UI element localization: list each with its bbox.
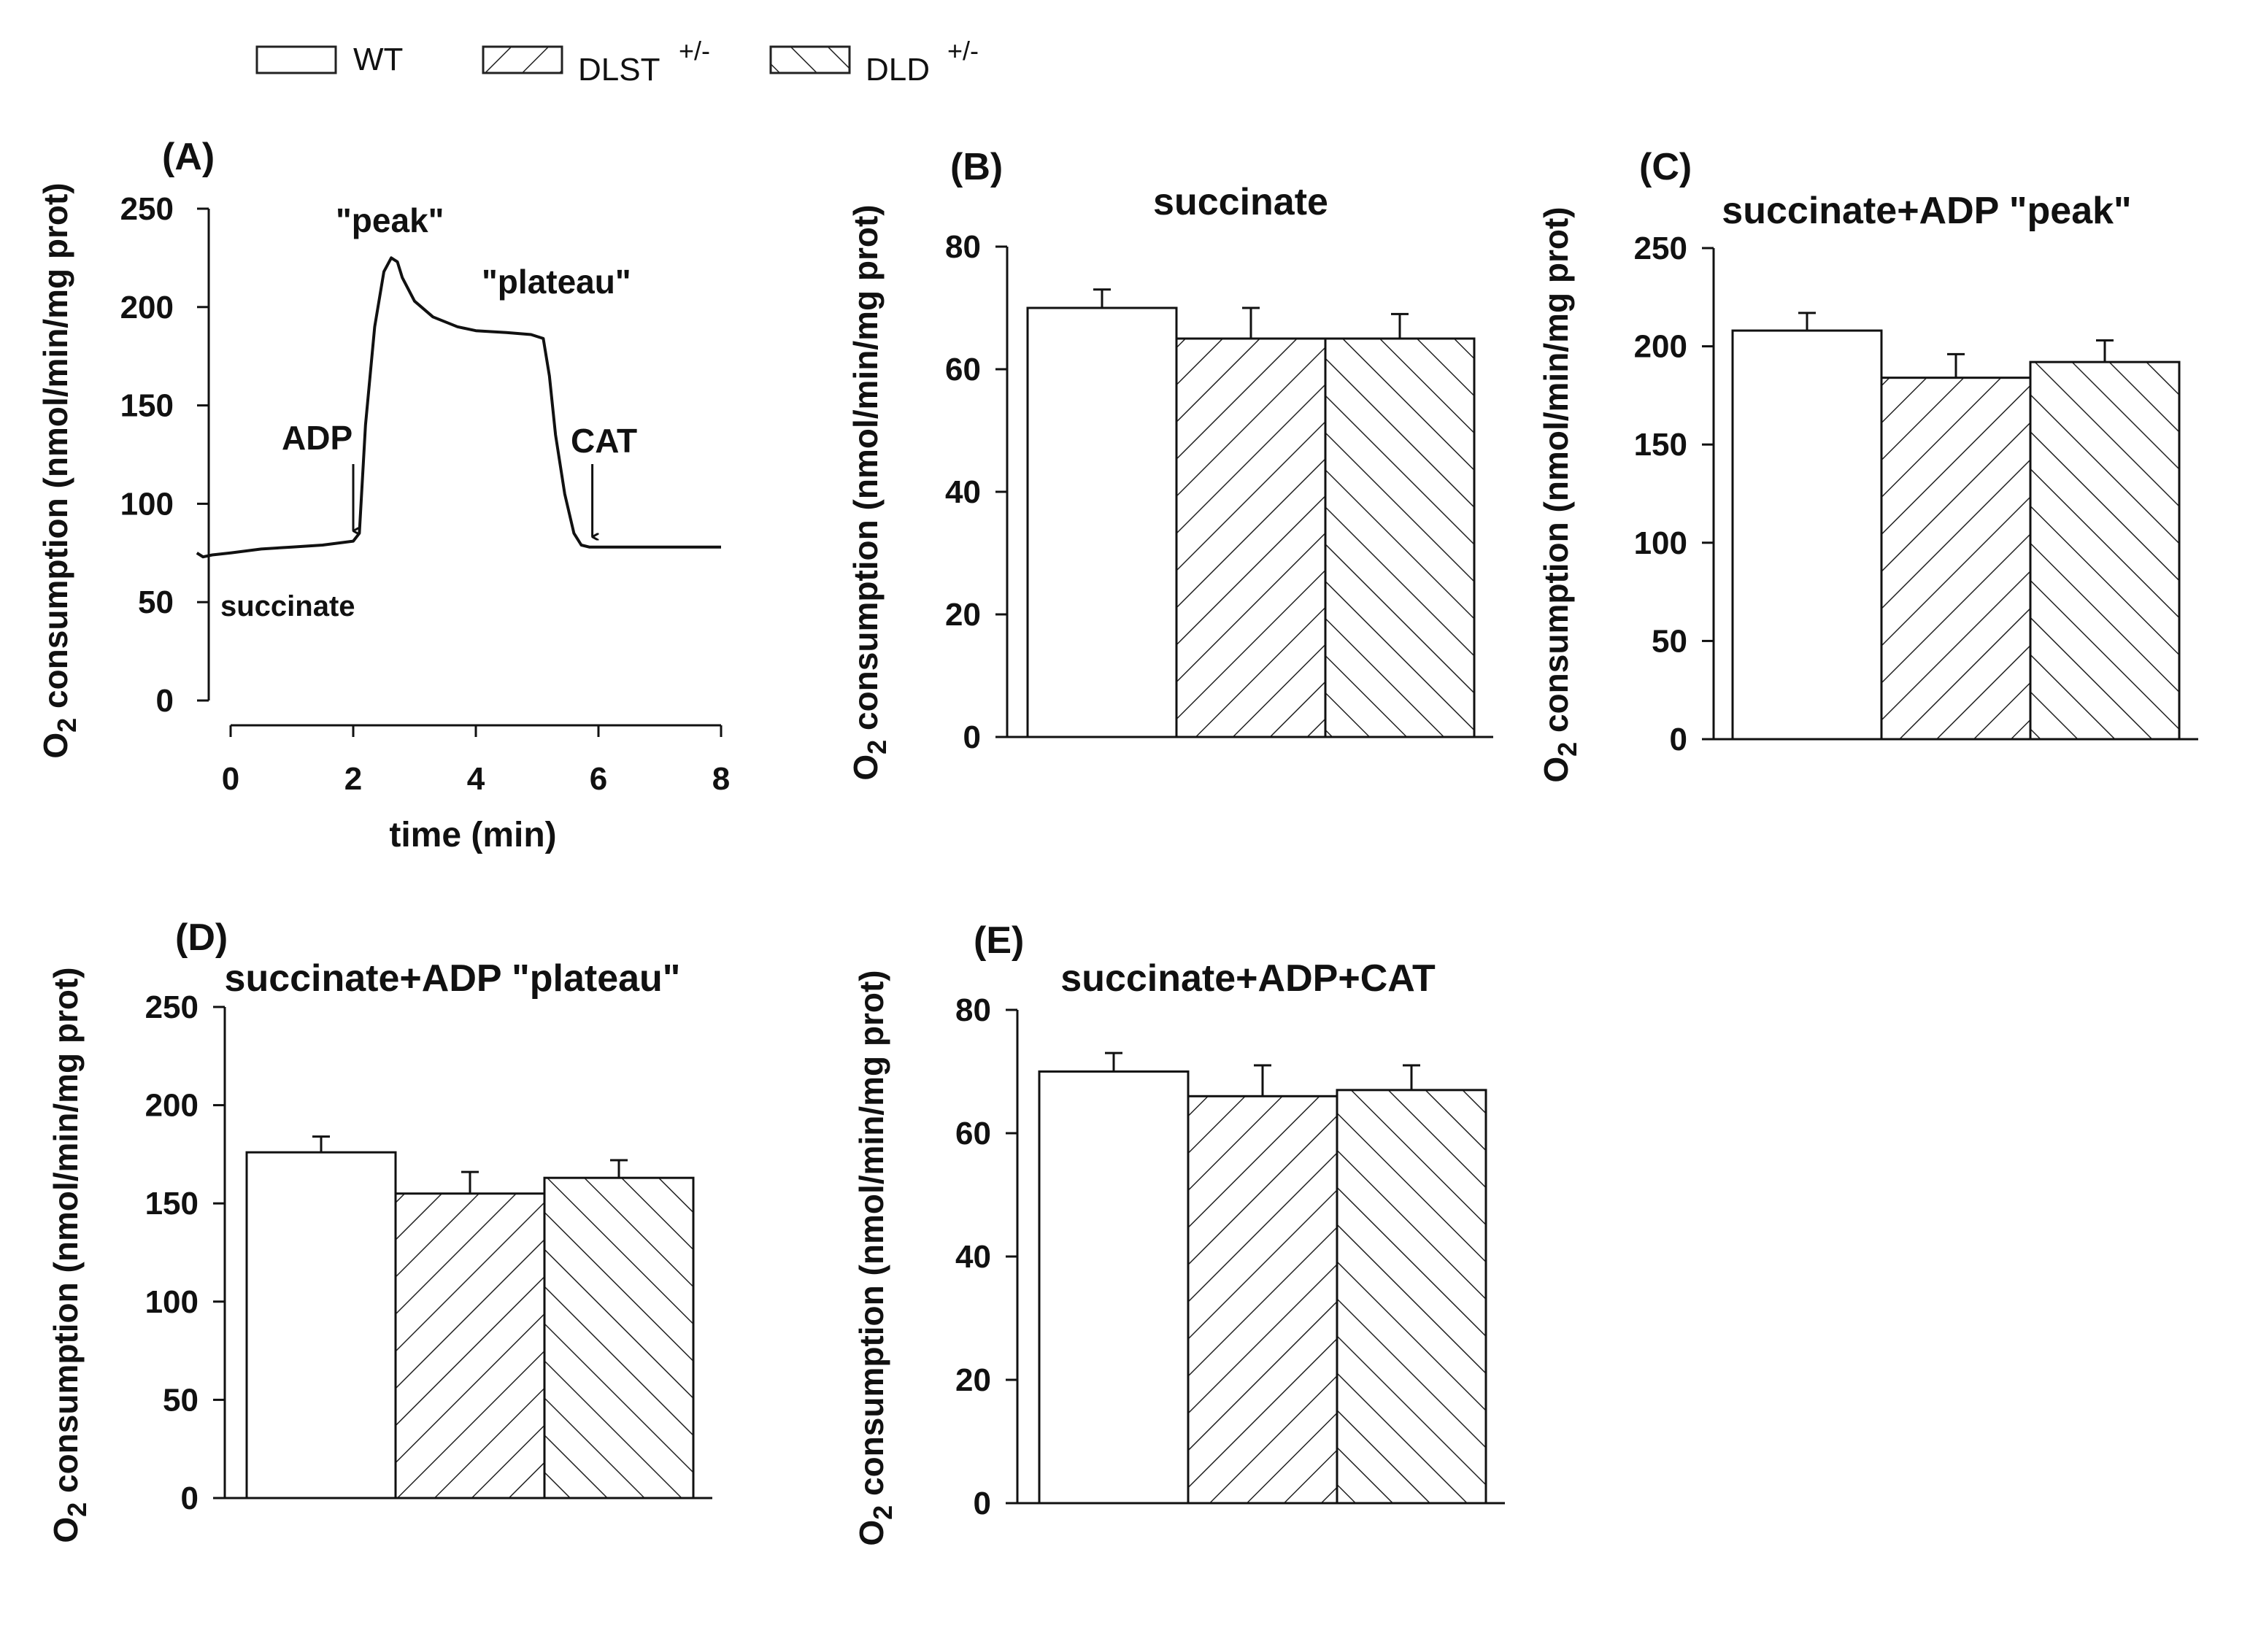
trace-xlabel: time (min) (389, 816, 556, 854)
legend-label-dlst: DLST (578, 52, 660, 88)
y-tick-label-D: 50 (163, 1382, 199, 1418)
legend-item-dld: DLD +/- (769, 36, 979, 88)
legend-label-wt: WT (353, 42, 403, 77)
legend-sup-dlst: +/- (679, 36, 710, 66)
y-tick-label-D: 0 (181, 1481, 199, 1516)
panel-title-D: succinate+ADP "plateau" (225, 957, 681, 1000)
y-tick-label-E: 40 (955, 1239, 991, 1275)
annotation-succinate: succinate (220, 590, 355, 622)
annotation-plateau: "plateau" (482, 263, 631, 301)
trace-annotations: (A) time (min) "peak" "plateau" ADP CAT … (162, 136, 637, 854)
y-tick-label-C: 50 (1652, 623, 1687, 659)
legend-item-dlst: DLST +/- (482, 36, 710, 88)
y-tick-label-E: 0 (974, 1486, 991, 1521)
ylabel-A: O2 consumption (nmol/min/mg prot) (36, 182, 82, 758)
x-tick-label-A: 0 (222, 761, 239, 797)
x-tick-label-A: 2 (344, 761, 362, 797)
x-tick-label-A: 4 (467, 761, 485, 797)
y-tick-label-A: 150 (120, 388, 174, 424)
bar-E-1 (1187, 1095, 1338, 1505)
bar-B-0 (1026, 306, 1178, 738)
legend: WT DLST +/- DLD +/- (255, 36, 979, 88)
legend-swatch-wt (255, 45, 337, 74)
ylabel-D: O2 consumption (nmol/min/mg prot) (47, 967, 92, 1543)
legend-label-dld: DLD (866, 52, 930, 88)
legend-sup-dld: +/- (947, 36, 979, 66)
y-tick-label-D: 150 (145, 1186, 199, 1221)
panel-letter-D: (D) (175, 916, 228, 959)
y-tick-label-A: 100 (120, 486, 174, 522)
panel-C: 0 50 100 150 200 250 (C) succinate+ADP "peak" O2… (1537, 146, 2198, 783)
panel-title-C: succinate+ADP "peak" (1722, 190, 2131, 232)
bar-D-2 (543, 1176, 695, 1499)
trace-line (196, 256, 721, 559)
y-tick-label-D: 250 (145, 989, 199, 1025)
y-tick-label-E: 80 (955, 992, 991, 1028)
y-tick-label-B: 0 (963, 719, 981, 755)
y-tick-label-C: 250 (1634, 231, 1687, 266)
ylabel-C: O2 consumption (nmol/min/mg prot) (1537, 206, 1582, 782)
y-tick-label-A: 250 (120, 191, 174, 227)
legend-item-wt: WT (255, 42, 403, 77)
bar-D-0 (245, 1151, 397, 1499)
x-tick-label-A: 8 (712, 761, 730, 797)
ylabel-E: O2 consumption (nmol/min/mg prot) (852, 970, 898, 1545)
legend-swatch-dlst (482, 45, 563, 74)
y-tick-label-E: 60 (955, 1116, 991, 1151)
panel-letter-B: (B) (950, 146, 1003, 188)
y-tick-label-A: 200 (120, 290, 174, 325)
bar-B-2 (1324, 337, 1476, 738)
bar-C-2 (2029, 360, 2181, 741)
annotation-adp: ADP (282, 419, 353, 457)
y-tick-label-B: 80 (945, 229, 981, 265)
y-tick-label-A: 50 (138, 584, 174, 620)
y-tick-label-C: 150 (1634, 427, 1687, 463)
panel-B: 0 20 40 60 80 (B) succinate O2 consumption (nmo… (847, 146, 1493, 781)
panel-letter-E: (E) (974, 919, 1024, 962)
y-tick-label-A: 0 (156, 683, 174, 719)
panel-D: 0 50 100 150 200 250 (D)succinate+ADP "plateau… (47, 916, 712, 1543)
bar-C-1 (1880, 377, 2032, 741)
bar-E-0 (1038, 1070, 1190, 1505)
y-tick-label-B: 20 (945, 597, 981, 633)
bar-C-0 (1731, 329, 1883, 741)
bar-D-1 (394, 1192, 546, 1499)
y-tick-label-C: 200 (1634, 329, 1687, 365)
annotation-peak: "peak" (336, 201, 444, 239)
panel-title-E: succinate+ADP+CAT (1060, 957, 1436, 1000)
legend-swatch-dld (769, 45, 851, 74)
annotation-cat: CAT (571, 422, 637, 460)
panel-letter-C: (C) (1639, 146, 1692, 188)
y-tick-label-B: 40 (945, 474, 981, 510)
x-tick-label-A: 6 (590, 761, 607, 797)
y-tick-label-C: 0 (1670, 722, 1687, 757)
y-tick-label-D: 100 (145, 1284, 199, 1320)
y-tick-label-D: 200 (145, 1088, 199, 1124)
panel-A: 0 50 100 150 200 250 0 2 4 6 8 O2 consumption (nmol… (36, 182, 730, 797)
bar-B-1 (1175, 337, 1327, 738)
panel-E: 0 20 40 60 80 (E) succinate+ADP+CAT O2 consumpt… (852, 919, 1505, 1546)
y-tick-label-C: 100 (1634, 525, 1687, 561)
y-tick-label-E: 20 (955, 1362, 991, 1398)
ylabel-B: O2 consumption (nmol/min/mg prot) (847, 204, 892, 780)
y-tick-label-B: 60 (945, 352, 981, 387)
panel-title-B: succinate (1153, 181, 1328, 223)
panel-letter-A: (A) (162, 136, 215, 178)
bar-E-2 (1336, 1089, 1487, 1505)
